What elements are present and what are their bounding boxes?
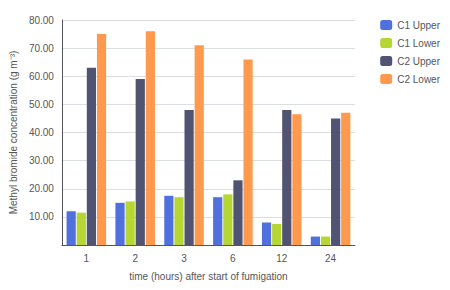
svg-text:60.00: 60.00 [29,71,54,82]
svg-text:1: 1 [84,253,90,264]
svg-text:C2 Lower: C2 Lower [397,74,440,85]
svg-text:C1 Upper: C1 Upper [397,20,440,31]
svg-text:C1 Lower: C1 Lower [397,38,440,49]
svg-text:3: 3 [181,253,187,264]
svg-text:C2 Upper: C2 Upper [397,56,440,67]
svg-text:70.00: 70.00 [29,43,54,54]
svg-text:40.00: 40.00 [29,127,54,138]
svg-text:30.00: 30.00 [29,155,54,166]
svg-text:50.00: 50.00 [29,99,54,110]
svg-text:2: 2 [132,253,138,264]
svg-text:80.00: 80.00 [29,15,54,26]
svg-text:time (hours) after start of fu: time (hours) after start of fumigation [129,271,287,282]
svg-text:24: 24 [325,253,337,264]
svg-text:6: 6 [230,253,236,264]
svg-text:12: 12 [276,253,288,264]
svg-text:20.00: 20.00 [29,183,54,194]
svg-text:10.00: 10.00 [29,211,54,222]
svg-text:Methyl bromide concentration (: Methyl bromide concentration (g m⁻³) [8,51,19,215]
